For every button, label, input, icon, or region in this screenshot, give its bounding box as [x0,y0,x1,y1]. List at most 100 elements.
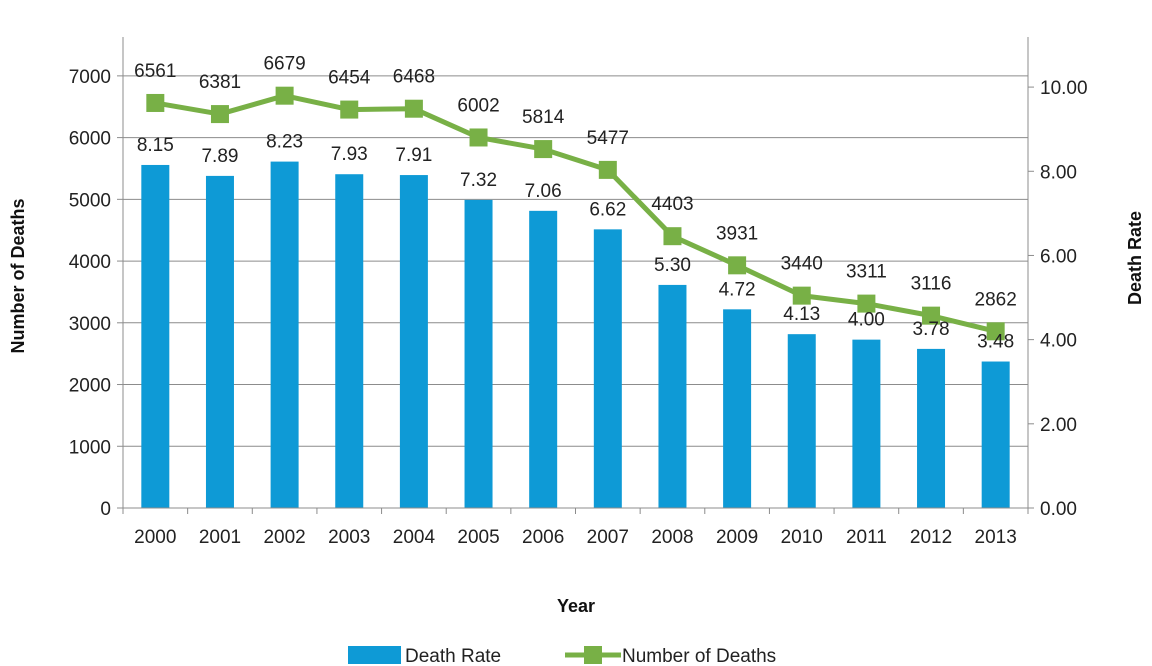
left-axis-ticks: 0 1000 2000 3000 4000 5000 6000 7000 [69,67,111,520]
left-axis-title: Number of Deaths [8,198,28,353]
right-axis-ticks: 0.00 2.00 4.00 6.00 8.00 10.00 [1040,78,1088,520]
line-point [728,256,747,275]
bar-data-label: 4.72 [719,279,756,300]
right-tick-label: 2.00 [1040,415,1077,436]
line-point [986,322,1005,341]
bar-data-label: 7.91 [395,145,432,166]
line-point [922,306,941,325]
line-series-number-of-deaths [146,86,1005,341]
line-point [598,160,617,179]
bar-data-label: 3.48 [977,332,1014,353]
x-tick-label: 2007 [587,527,629,548]
bar [981,361,1010,508]
line-data-label: 3116 [911,274,952,295]
bar [141,164,170,508]
x-tick-label: 2013 [975,527,1017,548]
line-data-label: 3440 [781,254,823,275]
gridlines [123,75,1028,447]
line-data-label: 6468 [393,67,435,88]
line-data-label: 6561 [134,61,176,82]
right-tick-label: 0.00 [1040,499,1077,520]
bar-series-death-rate [141,161,1010,509]
line-point [404,99,423,118]
x-tick-label: 2002 [263,527,305,548]
axes [117,37,1034,514]
bar-data-label: 7.32 [460,170,497,191]
left-tick-label: 7000 [69,67,111,88]
legend: Death Rate Number of Deaths [348,646,776,666]
x-axis-title: Year [557,596,595,616]
x-tick-label: 2008 [651,527,693,548]
left-tick-label: 0 [100,499,111,520]
x-tick-label: 2006 [522,527,564,548]
bar [529,210,558,508]
line-point [469,128,488,147]
line-point [340,100,359,119]
line-point [534,140,553,159]
bar [464,199,493,509]
x-tick-label: 2005 [457,527,499,548]
left-tick-label: 3000 [69,314,111,335]
bar-data-labels: 8.15 7.89 8.23 7.93 7.91 7.32 7.06 6.62 5.30 4.72… [137,132,1014,353]
bar-data-label: 5.30 [654,255,691,276]
left-tick-label: 1000 [69,437,111,458]
bar [658,284,687,508]
x-tick-label: 2000 [134,527,176,548]
x-tick-label: 2011 [846,527,887,548]
x-tick-label: 2012 [910,527,952,548]
bar-data-label: 7.93 [331,144,368,165]
bar [335,174,364,508]
x-tick-label: 2003 [328,527,370,548]
series-line [154,93,997,334]
legend-marker-number-of-deaths [584,646,602,664]
right-axis-title: Death Rate [1125,211,1145,305]
legend-swatch-death-rate [348,646,401,664]
line-data-label: 6454 [328,68,371,89]
bar-data-label: 3.78 [913,319,950,340]
right-tick-label: 10.00 [1040,78,1088,99]
line-point [663,227,682,246]
x-tick-label: 2004 [393,527,436,548]
legend-label-number-of-deaths: Number of Deaths [622,646,776,666]
bar-data-label: 4.13 [783,304,820,325]
line-data-label: 5477 [587,128,629,149]
bar-data-label: 8.15 [137,135,174,156]
line-data-label: 4403 [651,194,693,215]
left-tick-label: 6000 [69,129,111,150]
line-point [210,105,229,124]
bar-data-label: 8.23 [266,132,303,153]
bar [399,175,428,508]
left-tick-label: 2000 [69,376,111,397]
x-tick-label: 2010 [781,527,823,548]
x-tick-label: 2001 [199,527,241,548]
x-tick-label: 2009 [716,527,758,548]
line-data-label: 6679 [263,54,305,75]
line-data-label: 3311 [846,262,887,283]
bar-data-label: 6.62 [589,199,626,220]
bar [917,348,946,508]
line-data-label: 3931 [716,223,758,244]
right-tick-label: 4.00 [1040,331,1077,352]
line-point [275,86,294,105]
line-data-label: 2862 [975,289,1017,310]
bar [723,309,752,508]
line-point [146,93,165,112]
bar-data-label: 4.00 [848,310,885,331]
right-tick-label: 6.00 [1040,246,1077,267]
left-tick-label: 4000 [69,252,111,273]
legend-item-death-rate: Death Rate [348,646,501,666]
bar-data-label: 7.06 [525,181,562,202]
right-tick-label: 8.00 [1040,162,1077,183]
bar [205,175,234,509]
bar-data-label: 7.89 [201,146,238,167]
left-tick-label: 5000 [69,190,111,211]
x-axis-ticks: 2000 2001 2002 2003 2004 2005 2006 2007 2008 2009… [134,527,1017,548]
line-data-label: 6002 [457,95,499,116]
bar [593,229,622,508]
line-point [792,286,811,305]
legend-label-death-rate: Death Rate [405,646,501,666]
line-point [857,294,876,313]
line-data-label: 5814 [522,107,565,128]
line-data-labels: 6561 6381 6679 6454 6468 6002 5814 5477 4403 3931… [134,54,1017,311]
